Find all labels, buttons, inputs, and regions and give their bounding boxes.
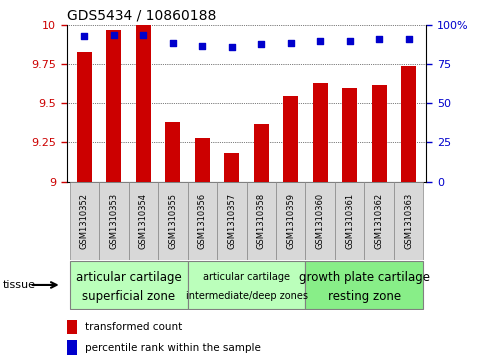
Bar [77, 52, 92, 182]
FancyBboxPatch shape [99, 182, 129, 260]
Bar [401, 66, 416, 182]
Text: GDS5434 / 10860188: GDS5434 / 10860188 [67, 9, 216, 23]
Text: articular cartilage: articular cartilage [203, 272, 290, 282]
Text: GSM1310353: GSM1310353 [109, 192, 118, 249]
FancyBboxPatch shape [187, 261, 306, 309]
Text: superficial zone: superficial zone [82, 290, 175, 303]
FancyBboxPatch shape [335, 182, 364, 260]
Bar [195, 138, 210, 182]
Bar [67, 320, 77, 334]
Text: GSM1310352: GSM1310352 [80, 192, 89, 249]
Point [405, 37, 413, 42]
Bar [283, 95, 298, 182]
Bar [106, 30, 121, 181]
Point [375, 37, 383, 42]
Text: GSM1310354: GSM1310354 [139, 192, 148, 249]
Bar [254, 124, 269, 182]
Point [80, 33, 88, 39]
FancyBboxPatch shape [246, 182, 276, 260]
FancyBboxPatch shape [364, 182, 394, 260]
Text: GSM1310362: GSM1310362 [375, 192, 384, 249]
Text: percentile rank within the sample: percentile rank within the sample [85, 343, 260, 352]
FancyBboxPatch shape [276, 182, 306, 260]
Point [257, 41, 265, 47]
Text: GSM1310361: GSM1310361 [345, 192, 354, 249]
FancyBboxPatch shape [70, 182, 99, 260]
Bar [224, 154, 239, 182]
Text: GSM1310363: GSM1310363 [404, 192, 413, 249]
Text: GSM1310359: GSM1310359 [286, 192, 295, 249]
FancyBboxPatch shape [187, 182, 217, 260]
Point [287, 40, 295, 45]
Text: GSM1310355: GSM1310355 [168, 192, 177, 249]
FancyBboxPatch shape [129, 182, 158, 260]
Text: GSM1310356: GSM1310356 [198, 192, 207, 249]
FancyBboxPatch shape [306, 261, 423, 309]
FancyBboxPatch shape [306, 182, 335, 260]
Point [346, 38, 353, 44]
Text: resting zone: resting zone [328, 290, 401, 303]
Point [110, 32, 118, 38]
Text: tissue: tissue [2, 280, 35, 290]
FancyBboxPatch shape [217, 182, 246, 260]
FancyBboxPatch shape [394, 182, 423, 260]
Text: growth plate cartilage: growth plate cartilage [299, 271, 430, 284]
Text: GSM1310357: GSM1310357 [227, 192, 236, 249]
Bar [67, 340, 77, 355]
Point [169, 40, 176, 45]
Text: intermediate/deep zones: intermediate/deep zones [185, 291, 308, 301]
Text: GSM1310358: GSM1310358 [257, 192, 266, 249]
FancyBboxPatch shape [158, 182, 187, 260]
Bar [342, 88, 357, 182]
Text: GSM1310360: GSM1310360 [316, 192, 325, 249]
Bar [372, 85, 387, 182]
Text: transformed count: transformed count [85, 322, 182, 332]
Text: articular cartilage: articular cartilage [75, 271, 181, 284]
Point [228, 44, 236, 50]
Bar [136, 25, 151, 182]
Point [317, 38, 324, 44]
Bar [165, 122, 180, 182]
Bar [313, 83, 328, 182]
Point [198, 43, 206, 49]
Point [140, 32, 147, 38]
FancyBboxPatch shape [70, 261, 187, 309]
